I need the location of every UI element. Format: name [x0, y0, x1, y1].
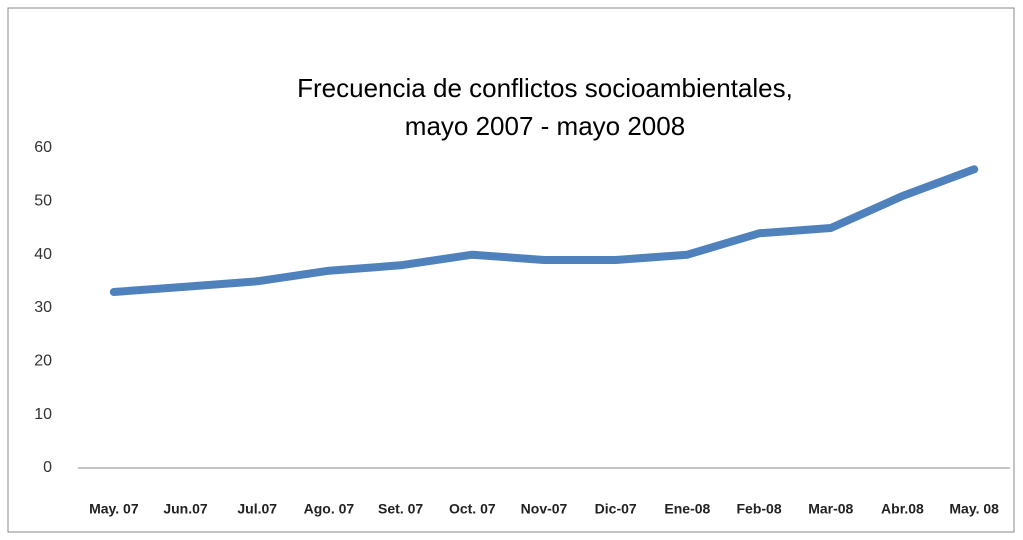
- x-tick-label: May. 07: [89, 501, 139, 517]
- x-tick-label: Set. 07: [378, 501, 423, 517]
- x-tick-label: Feb-08: [737, 501, 782, 517]
- y-tick-label: 50: [34, 193, 52, 210]
- x-tick-label: Jul.07: [237, 501, 277, 517]
- y-tick-label: 10: [34, 406, 52, 423]
- x-tick-label: Jun.07: [163, 501, 208, 517]
- y-tick-label: 60: [34, 139, 52, 156]
- x-tick-label: Abr.08: [881, 501, 924, 517]
- x-tick-label: Mar-08: [808, 501, 853, 517]
- y-tick-label: 40: [34, 246, 52, 263]
- x-tick-label: Nov-07: [521, 501, 568, 517]
- y-tick-label: 20: [34, 353, 52, 370]
- data-line: [109, 165, 979, 296]
- x-tick-label: Oct. 07: [449, 501, 496, 517]
- x-tick-label: Ago. 07: [304, 501, 355, 517]
- chart-border: [7, 7, 1015, 533]
- chart-title: Frecuencia de conflictos socioambientale…: [297, 73, 793, 103]
- x-tick-label: Ene-08: [664, 501, 710, 517]
- x-tick-label: May. 08: [949, 501, 999, 517]
- chart-title: mayo 2007 - mayo 2008: [405, 111, 685, 141]
- y-tick-label: 30: [34, 299, 52, 316]
- y-tick-label: 0: [43, 459, 52, 476]
- x-tick-label: Dic-07: [595, 501, 637, 517]
